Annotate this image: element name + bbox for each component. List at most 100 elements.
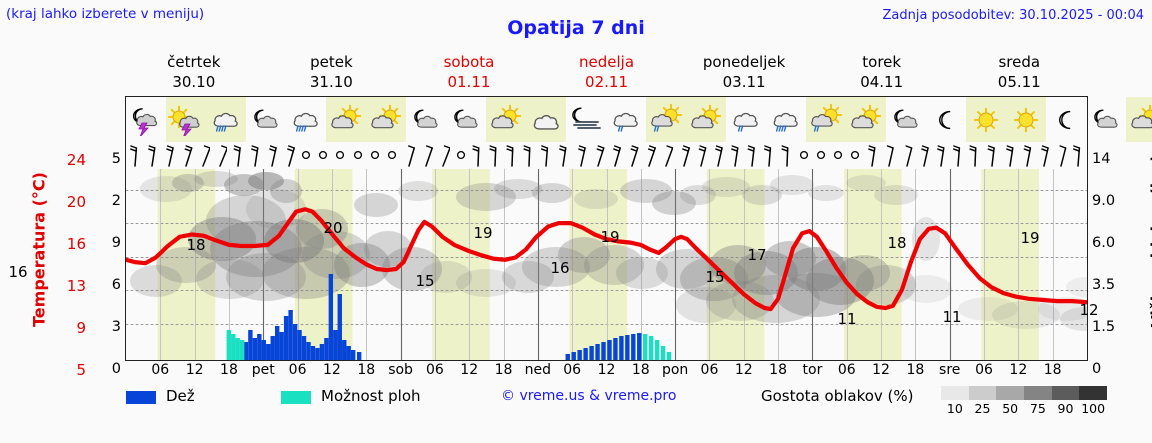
wind-barb — [298, 142, 315, 169]
wind-barb — [641, 142, 658, 169]
wind-barb — [589, 142, 606, 169]
wind-barb — [315, 142, 332, 169]
weather-icon-sun-cloud — [486, 97, 526, 142]
weather-icon-sun-cloud — [1126, 97, 1152, 142]
wind-barb — [401, 142, 418, 169]
x-tick-06: 06 — [975, 362, 993, 378]
meteogram-graph — [126, 169, 1087, 360]
wind-barb — [658, 142, 675, 169]
wind-barb — [452, 142, 469, 169]
density-shade-5 — [1079, 386, 1108, 400]
temperature-label: 18 — [186, 236, 206, 254]
x-tick-06: 06 — [288, 362, 307, 378]
wind-barb — [572, 142, 589, 169]
cloudheight-axis-ticks: 14 9.0 6.0 3.5 1.5 0 — [1092, 151, 1126, 377]
weather-icon-sun-cloud-drizzle — [646, 97, 686, 142]
wind-barb — [1052, 142, 1069, 169]
wind-barb — [349, 142, 366, 169]
weather-icon-sun-storm — [166, 97, 206, 142]
wind-barb — [1001, 142, 1018, 169]
wind-barb — [795, 142, 812, 169]
wind-barb — [280, 142, 297, 169]
precipitation-tick-0: 5 — [111, 151, 121, 167]
weather-icon-sun-cloud — [326, 97, 366, 142]
precipitation-tick-2: 9 — [111, 235, 121, 251]
density-shade-0 — [941, 386, 969, 400]
x-tick-18: 18 — [906, 362, 925, 378]
day-name: nedelja — [579, 53, 635, 71]
day-name: torek — [862, 53, 902, 71]
weather-icon-cloud — [526, 97, 566, 142]
density-tick-25: 25 — [974, 401, 991, 416]
day-name: sobota — [443, 53, 495, 71]
x-tick-pet: pet — [251, 362, 275, 378]
wind-barb — [435, 142, 452, 169]
precipitation-tick-5: 0 — [111, 361, 121, 377]
cloudheight-tick-5: 0 — [1092, 361, 1102, 377]
wind-barb — [469, 142, 486, 169]
weather-icon-sun — [966, 97, 1006, 142]
temperature-label: 16 — [550, 259, 570, 277]
temperature-label: 12 — [1079, 301, 1099, 319]
wind-barb — [1035, 142, 1052, 169]
wind-barb — [555, 142, 572, 169]
day-name: sreda — [998, 53, 1041, 71]
temperature-label: 16 — [8, 263, 28, 281]
page-title: Opatija 7 dni — [507, 17, 645, 39]
x-tick-ned: ned — [524, 362, 552, 378]
wind-barb — [538, 142, 555, 169]
day-header-1: petek 31.10 — [263, 52, 401, 94]
temperature-axis-ticks: 24 20 16 13 9 5 — [42, 151, 86, 379]
copyright-link[interactable]: © vreme.us & vreme.pro — [501, 388, 677, 404]
day-header-3: nedelja 02.11 — [538, 52, 676, 94]
x-tick-06: 06 — [700, 362, 719, 378]
density-shade-2 — [996, 386, 1025, 400]
weather-icon-cloud-rain — [286, 97, 326, 142]
precipitation-tick-4: 3 — [111, 319, 121, 335]
x-tick-06: 06 — [563, 362, 582, 378]
wind-barb — [246, 142, 263, 169]
cloud-density-scale — [941, 386, 1108, 400]
x-tick-tor: tor — [802, 362, 823, 378]
day-name: ponedeljek — [702, 53, 786, 71]
weather-icon-sun-cloud — [846, 97, 886, 142]
cloudheight-axis-title: Višina oblakov (km) — [1148, 154, 1152, 328]
wind-barb — [709, 142, 726, 169]
wind-barb — [829, 142, 846, 169]
x-tick-12: 12 — [323, 362, 341, 378]
temperature-tick-0: 24 — [66, 151, 86, 169]
weather-icon-night-cloud — [1086, 97, 1126, 142]
density-shade-3 — [1024, 386, 1052, 400]
precipitation-tick-1: 2 — [111, 193, 121, 209]
x-tick-06: 06 — [837, 362, 856, 378]
last-update-label: Zadnja posodobitev: 30.10.2025 - 00:04 — [882, 8, 1144, 23]
temperature-label: 19 — [473, 224, 493, 242]
temperature-label: 18 — [887, 234, 907, 252]
day-name: četrtek — [167, 53, 221, 71]
wind-barb — [418, 142, 435, 169]
density-tick-90: 90 — [1057, 401, 1074, 416]
day-header-row: četrtek 30.10 petek 31.10 sobota 01.11 nedelja… — [125, 52, 1088, 94]
x-tick-12: 12 — [872, 362, 890, 378]
rain-legend-swatch — [126, 391, 156, 404]
day-header-2: sobota 01.11 — [400, 52, 538, 94]
x-tick-12: 12 — [185, 362, 204, 378]
wind-barb — [212, 142, 229, 169]
wind-barb — [624, 142, 641, 169]
x-tick-06: 06 — [151, 362, 170, 378]
density-tick-50: 50 — [1002, 401, 1019, 416]
wind-barb — [486, 142, 503, 169]
weather-icon-sun — [1006, 97, 1046, 142]
day-date: 01.11 — [447, 73, 491, 91]
rain-legend-label: Dež — [166, 387, 195, 405]
day-header-4: ponedeljek 03.11 — [675, 52, 813, 94]
weather-icon-night-fog — [566, 97, 606, 142]
wind-barb — [177, 142, 194, 169]
day-header-0: četrtek 30.10 — [125, 52, 263, 94]
weather-icon-moon — [1046, 97, 1086, 142]
weather-icon-night-cloud — [246, 97, 286, 142]
wind-barb — [778, 142, 795, 169]
x-tick-06: 06 — [425, 362, 444, 378]
weather-icon-sun-cloud — [366, 97, 406, 142]
x-tick-18: 18 — [1043, 362, 1062, 378]
